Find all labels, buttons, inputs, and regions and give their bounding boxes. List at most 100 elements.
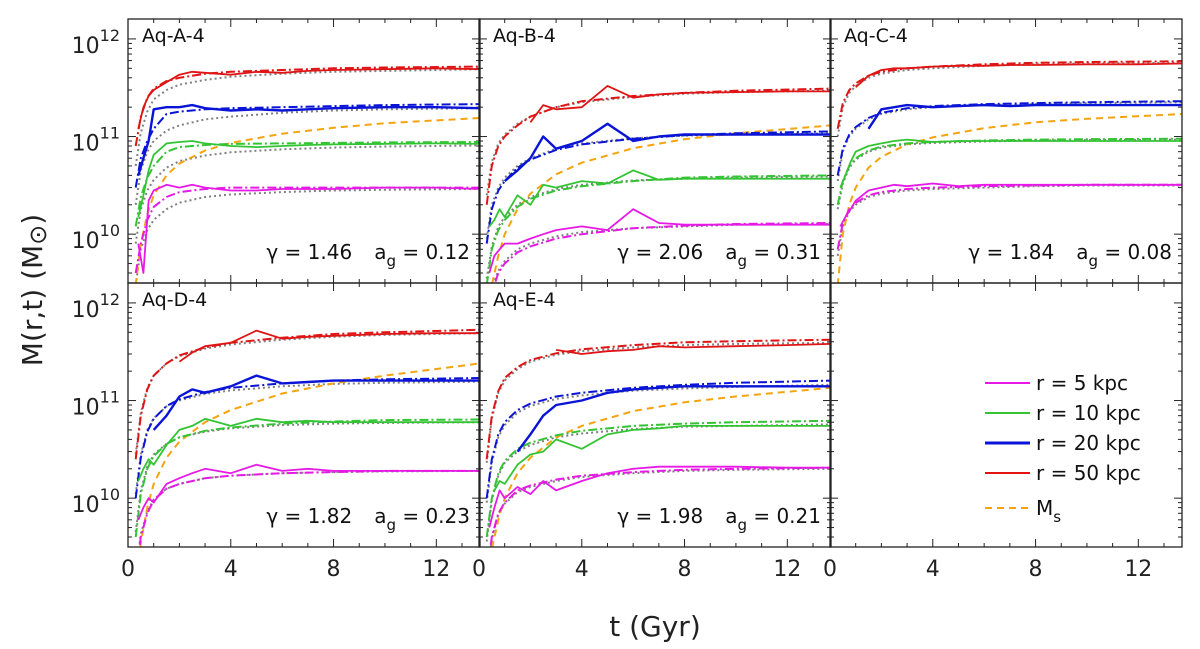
legend-label: Ms <box>1036 496 1061 526</box>
fit-line-r20 <box>485 132 831 239</box>
ag-symbol: a <box>725 504 737 528</box>
panel-legend: r = 5 kpc r = 10 kpc r = 20 kpc r = 50 kpc M… <box>823 282 1183 582</box>
model-line-r10 <box>485 419 831 538</box>
panel-label: Aq-B-4 <box>493 25 556 47</box>
fit-line-r10 <box>485 175 831 279</box>
ag-subscript: g <box>737 516 747 534</box>
x-tick-label: 12 <box>422 557 450 582</box>
model-line-r10 <box>486 174 831 283</box>
legend-entry-r20: r = 20 kpc <box>985 431 1141 455</box>
panel-label: Aq-D-4 <box>142 289 207 311</box>
fit-line-r10 <box>836 138 1182 210</box>
panel-series <box>485 338 831 547</box>
x-tick-label: 4 <box>224 557 238 582</box>
panel-series <box>485 85 831 283</box>
panel-Aq-E-4: Aq-E-4 γ = 1.98 ag = 0.21 0 4 8 12 <box>472 282 832 582</box>
fit-parameters: γ = 1.46 ag = 0.12 <box>266 240 470 270</box>
ag-value: = 0.21 <box>747 504 821 528</box>
panel-frame <box>127 282 481 548</box>
y-tick-base: 10 <box>72 298 100 323</box>
model-line-r50 <box>836 60 1182 129</box>
legend-text: r = 5 kpc <box>1036 371 1128 395</box>
panel-label: Aq-E-4 <box>493 289 556 311</box>
y-axis-label: M(r,t) (M⊙) <box>16 214 52 366</box>
fit-line-r20 <box>134 380 480 495</box>
panel-frame <box>478 282 832 548</box>
ag-value: = 0.23 <box>396 504 470 528</box>
legend-text: r = 50 kpc <box>1036 461 1141 485</box>
y-axis-label-text: M(r,t) (M <box>16 245 49 366</box>
x-tick-label: 12 <box>1124 557 1152 582</box>
x-tick-label: 0 <box>121 557 135 582</box>
y-tick-label: 1010 <box>72 485 120 518</box>
panel-series <box>134 328 480 547</box>
sim-line-r5 <box>137 463 480 521</box>
sim-line-r20 <box>867 103 1182 130</box>
x-tick-label: 12 <box>773 557 801 582</box>
legend-entry-Ms: Ms <box>985 496 1061 526</box>
model-line-r20 <box>485 379 831 499</box>
ag-subscript: g <box>1088 252 1098 270</box>
sim-line-r50 <box>137 67 480 130</box>
model-line-r50 <box>134 328 480 460</box>
sim-line-r5 <box>488 465 831 528</box>
legend-text: M <box>1036 496 1053 520</box>
fit-parameters: γ = 1.84 ag = 0.08 <box>968 240 1172 270</box>
y-tick-label: 1012 <box>72 26 120 59</box>
y-tick-label: 1010 <box>72 221 120 254</box>
y-tick-label: 1011 <box>72 388 120 421</box>
sim-line-r50 <box>529 85 831 123</box>
model-line-r10 <box>836 137 1182 206</box>
legend-label: r = 50 kpc <box>1036 461 1141 485</box>
fit-parameters: γ = 2.06 ag = 0.31 <box>617 240 821 270</box>
x-tick-label: 8 <box>678 557 692 582</box>
legend: r = 5 kpc r = 10 kpc r = 20 kpc r = 50 kpc M… <box>985 371 1141 526</box>
sim-line-r20 <box>516 385 831 453</box>
model-line-r5 <box>134 186 480 274</box>
panel-Aq-C-4: Aq-C-4 γ = 1.84 ag = 0.08 <box>829 18 1183 284</box>
fit-line-r5 <box>135 188 480 283</box>
model-line-r10 <box>134 141 480 227</box>
ag-symbol: a <box>374 504 386 528</box>
ag-value: = 0.12 <box>396 240 470 264</box>
fit-line-r50 <box>134 68 480 167</box>
ag-subscript: g <box>386 516 396 534</box>
gamma-value: γ = 1.46 <box>266 240 352 264</box>
fit-line-r10 <box>134 144 480 244</box>
y-tick-base: 10 <box>72 132 100 157</box>
y-axis-label-close: ) <box>16 214 49 225</box>
ag-value: = 0.08 <box>1098 240 1172 264</box>
model-line-r20 <box>134 377 480 499</box>
model-line-r10 <box>134 418 480 538</box>
model-line-r5 <box>138 469 480 547</box>
sim-line-r10 <box>137 417 480 482</box>
sim-line-r50 <box>855 62 1182 88</box>
y-tick-exponent: 12 <box>100 26 120 45</box>
y-tick-base: 10 <box>72 229 100 254</box>
sim-line-r10 <box>839 138 1182 188</box>
x-tick-label: 0 <box>823 557 837 582</box>
legend-entry-r5: r = 5 kpc <box>985 371 1128 395</box>
gamma-value: γ = 1.98 <box>617 504 703 528</box>
sim-line-r10 <box>137 140 480 218</box>
panel-series <box>134 65 480 283</box>
gamma-value: γ = 1.84 <box>968 240 1054 264</box>
fit-line-r50 <box>836 61 1182 137</box>
y-tick-label: 1012 <box>72 290 120 323</box>
fit-parameters: γ = 1.98 ag = 0.21 <box>617 504 821 534</box>
y-tick-exponent: 12 <box>100 290 120 309</box>
fit-line-r5 <box>489 467 831 547</box>
model-line-r5 <box>489 466 831 547</box>
x-axis-label: t (Gyr) <box>609 610 701 643</box>
panel-Aq-B-4: Aq-B-4 γ = 2.06 ag = 0.31 <box>478 18 832 284</box>
legend-text: r = 10 kpc <box>1036 401 1141 425</box>
x-tick-label: 0 <box>472 557 486 582</box>
fit-line-r20 <box>485 383 831 503</box>
fit-line-r10 <box>485 423 831 542</box>
fit-line-r20 <box>134 107 480 205</box>
panel-frame <box>829 282 1183 548</box>
sim-line-r20 <box>137 103 480 176</box>
sim-line-r5 <box>137 183 480 274</box>
ag-symbol: a <box>374 240 386 264</box>
